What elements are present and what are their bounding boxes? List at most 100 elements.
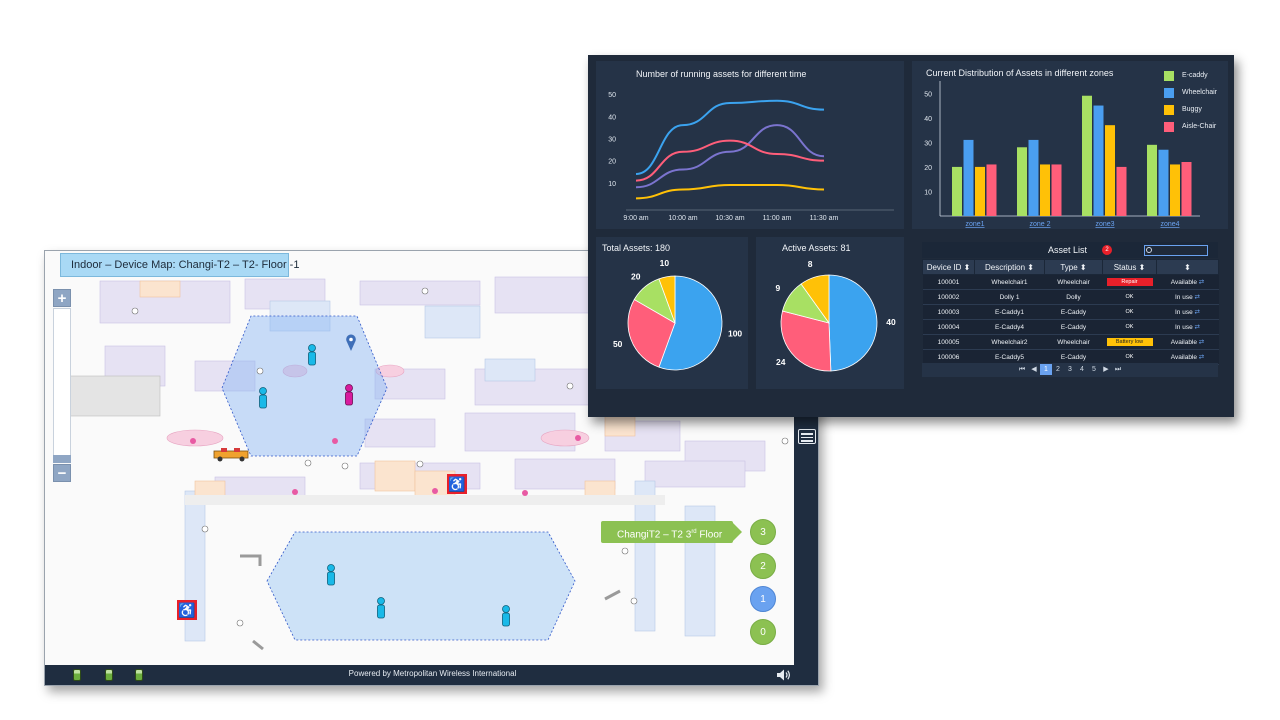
type-cell: E-Caddy <box>1044 349 1103 365</box>
status-badge: OK <box>1125 294 1134 300</box>
pie-slice <box>780 310 832 372</box>
page-nav-button[interactable]: ▶ <box>1103 366 1109 373</box>
zone-label[interactable]: zone1 <box>965 221 984 228</box>
zoom-slider-track[interactable] <box>53 308 71 463</box>
line-chart-panel: Number of running assets for different t… <box>596 61 904 229</box>
floor-map-canvas[interactable]: ♿ ♿ Indoor – Device Map: Changi-T2 – T2-… <box>45 251 818 667</box>
floor-button-3[interactable]: 3 <box>750 519 776 545</box>
person-marker-icon[interactable] <box>325 564 337 586</box>
person-marker-icon[interactable] <box>257 387 269 409</box>
bar-aisle-chair <box>986 164 997 216</box>
x-tick-label: 10:30 am <box>715 215 744 222</box>
state-cell: In use ⇄ <box>1156 304 1219 320</box>
zoom-out-button[interactable]: − <box>53 464 71 482</box>
pie-slice <box>658 275 676 324</box>
column-header-status[interactable]: Status ⬍ <box>1102 259 1157 275</box>
status-badge: Battery low <box>1106 338 1153 346</box>
location-pin-icon[interactable] <box>345 334 357 352</box>
person-marker-icon[interactable] <box>375 597 387 619</box>
column-header-device-id[interactable]: Device ID ⬍ <box>922 259 975 275</box>
state-cell: In use ⇄ <box>1156 319 1219 335</box>
type-cell: Wheelchair <box>1044 334 1103 350</box>
zone-label[interactable]: zone3 <box>1095 221 1114 228</box>
vehicle-icon[interactable]: ⇄ <box>1197 354 1205 361</box>
list-icon[interactable] <box>798 429 816 444</box>
accessibility-icon: ♿ <box>177 600 197 620</box>
accessibility-icon: ♿ <box>447 474 467 494</box>
column-header-state[interactable]: ⬍ <box>1156 259 1219 275</box>
buggy-icon[interactable] <box>212 447 252 463</box>
person-marker-icon[interactable] <box>343 384 355 406</box>
table-row[interactable]: 100004 E-Caddy4 E-Caddy OK In use ⇄ <box>922 319 1219 335</box>
y-tick-label: 50 <box>924 91 932 98</box>
bar-wheelchair <box>1028 139 1039 216</box>
x-tick-label: 11:00 am <box>763 215 792 222</box>
asset-list-panel: Asset List 2 Device ID ⬍ Description ⬍ T… <box>912 237 1228 389</box>
legend-item: Aisle-Chair <box>1164 122 1216 132</box>
type-cell: E-Caddy <box>1044 319 1103 335</box>
page-button-2[interactable]: 2 <box>1056 366 1060 373</box>
legend-swatch <box>1164 122 1174 132</box>
active-assets-pie: 40 24 9 8 <box>776 259 896 372</box>
zoom-in-button[interactable]: + <box>53 289 71 307</box>
zone-label[interactable]: zone4 <box>1160 221 1179 228</box>
battery-icon <box>73 669 81 681</box>
floor-button-2[interactable]: 2 <box>750 553 776 579</box>
state-label: Available <box>1170 339 1197 346</box>
vehicle-icon[interactable]: ⇄ <box>1197 339 1205 346</box>
pie-data-label: 40 <box>886 317 896 327</box>
page-nav-button[interactable]: ⏭ <box>1114 366 1122 373</box>
floor-button-1[interactable]: 1 <box>750 586 776 612</box>
vehicle-icon[interactable]: ⇄ <box>1192 324 1200 331</box>
table-row[interactable]: 100002 Dolly 1 Dolly OK In use ⇄ <box>922 289 1219 305</box>
speaker-icon[interactable] <box>776 668 792 682</box>
table-row[interactable]: 100003 E-Caddy1 E-Caddy OK In use ⇄ <box>922 304 1219 320</box>
state-label: Available <box>1170 354 1197 361</box>
status-badge: OK <box>1125 309 1134 315</box>
y-tick-label: 10 <box>608 181 616 188</box>
bar-chart: 50 40 30 20 10 zone1 zone 2 zone3 zone4 <box>924 81 1200 228</box>
page-nav-button[interactable]: ⏮ <box>1018 366 1026 373</box>
zone-upper <box>221 315 388 457</box>
pie-data-label: 50 <box>613 339 623 349</box>
state-label: In use <box>1175 309 1193 316</box>
asset-search-input[interactable] <box>1144 245 1208 256</box>
column-header-type[interactable]: Type ⬍ <box>1044 259 1103 275</box>
vehicle-icon[interactable]: ⇄ <box>1197 279 1205 286</box>
page-button-1[interactable]: 1 <box>1040 364 1052 375</box>
status-badge: OK <box>1125 354 1134 360</box>
state-cell: Available ⇄ <box>1156 334 1219 350</box>
legend-item: Wheelchair <box>1164 88 1217 98</box>
vehicle-icon[interactable]: ⇄ <box>1192 309 1200 316</box>
page-button-4[interactable]: 4 <box>1080 366 1084 373</box>
status-cell: Repair <box>1102 274 1157 290</box>
page-button-3[interactable]: 3 <box>1068 366 1072 373</box>
column-header-description[interactable]: Description ⬍ <box>974 259 1045 275</box>
device-id-cell: 100006 <box>922 349 975 365</box>
person-marker-icon[interactable] <box>306 344 318 366</box>
description-cell: Wheelchair2 <box>974 334 1045 350</box>
zone-label[interactable]: zone 2 <box>1029 221 1050 228</box>
bar-e-caddy <box>1017 147 1027 216</box>
table-row[interactable]: 100001 Wheelchair1 Wheelchair Repair Availab… <box>922 274 1219 290</box>
bar-chart-title: Current Distribution of Assets in differ… <box>926 68 1114 78</box>
pie-slice <box>658 275 723 371</box>
person-marker-icon[interactable] <box>500 605 512 627</box>
table-row[interactable]: 100005 Wheelchair2 Wheelchair Battery low Av… <box>922 334 1219 350</box>
y-tick-label: 20 <box>608 159 616 166</box>
table-row[interactable]: 100006 E-Caddy5 E-Caddy OK Available ⇄ <box>922 349 1219 365</box>
device-id-cell: 100002 <box>922 289 975 305</box>
line-chart: 50 40 30 20 10 9:00 am 10:00 am 10:30 am 11:00 a… <box>608 92 894 222</box>
zoom-slider-handle[interactable] <box>53 455 71 463</box>
page-button-5[interactable]: 5 <box>1092 366 1096 373</box>
page-nav-button[interactable]: ◀ <box>1031 366 1037 373</box>
y-tick-label: 10 <box>924 189 932 196</box>
vehicle-icon[interactable]: ⇄ <box>1192 294 1200 301</box>
battery-icon <box>105 669 113 681</box>
pie-data-label: 100 <box>728 329 742 339</box>
floor-button-0[interactable]: 0 <box>750 619 776 645</box>
bar-buggy <box>975 166 985 216</box>
y-tick-label: 30 <box>924 140 932 147</box>
legend-label: Buggy <box>1182 106 1202 113</box>
